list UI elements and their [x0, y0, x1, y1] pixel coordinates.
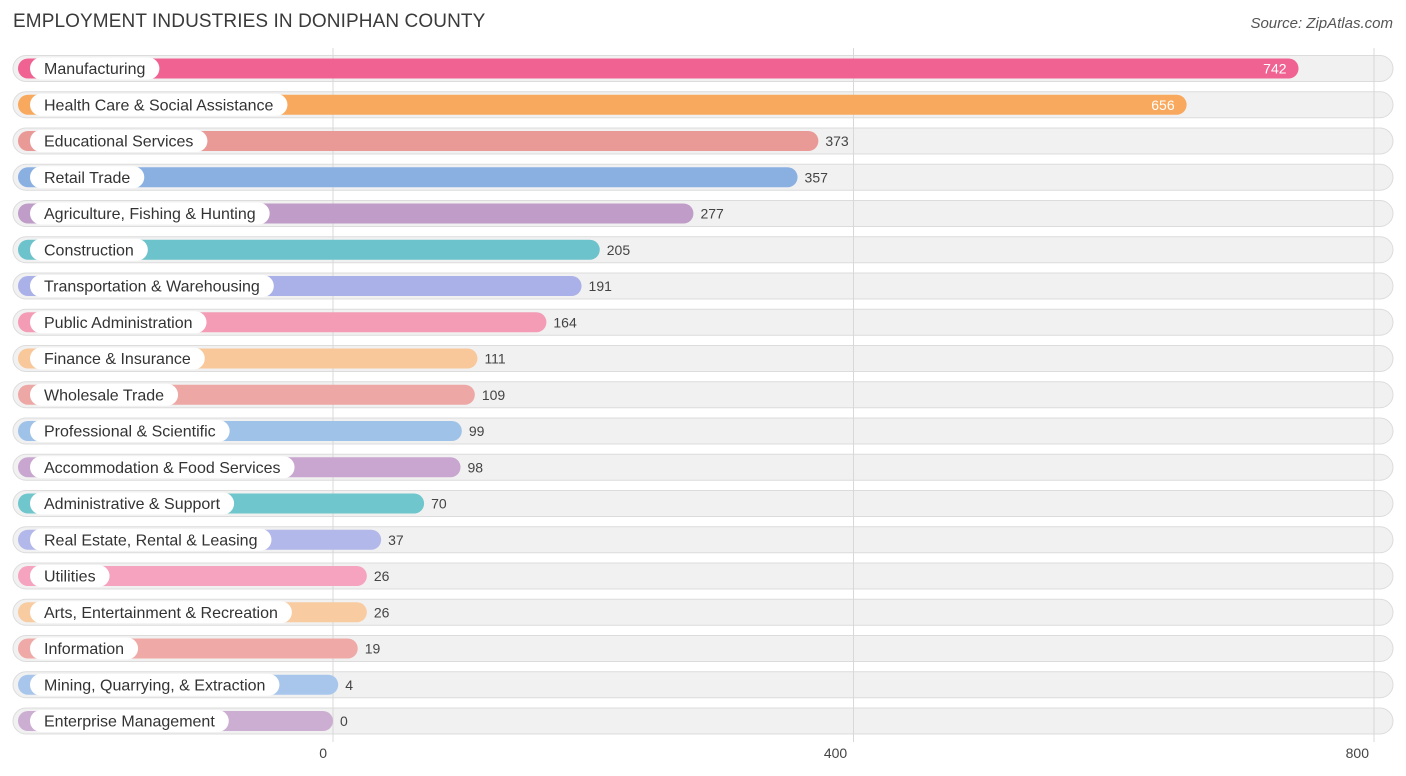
value-label: 205 — [607, 242, 631, 258]
category-label-background — [30, 275, 274, 297]
category-label: Finance & Insurance — [44, 351, 191, 368]
tick-label: 400 — [824, 745, 848, 761]
value-label: 0 — [340, 713, 348, 729]
axis-ticks: 0 400 800 — [319, 745, 1369, 761]
value-label: 99 — [469, 423, 485, 439]
category-label-background — [30, 528, 272, 551]
value-label: 109 — [482, 387, 506, 403]
row-background — [12, 707, 1394, 735]
category-label-background — [30, 673, 280, 696]
category-label-background — [30, 238, 148, 261]
tick-label: 0 — [319, 745, 327, 761]
value-label: 37 — [388, 532, 404, 548]
category-label: Wholesale Trade — [44, 387, 164, 404]
bar-group: Educational Services 373 — [18, 130, 849, 152]
category-label-background — [30, 456, 295, 479]
bar-group: Health Care & Social Assistance 656 — [18, 93, 1187, 116]
category-label: Arts, Entertainment & Recreation — [44, 605, 278, 622]
value-label: 4 — [345, 677, 353, 693]
category-label: Educational Services — [44, 134, 193, 151]
value-label: 357 — [805, 169, 829, 185]
category-label-background — [30, 601, 292, 624]
category-label-background — [30, 130, 208, 152]
bars: Manufacturing 742 Health Care & Social Ass… — [18, 57, 1299, 732]
value-label: 164 — [553, 314, 577, 330]
category-label: Professional & Scientific — [44, 424, 216, 441]
category-label: Accommodation & Food Services — [44, 460, 281, 477]
bar-group: Information 19 — [18, 637, 381, 660]
category-label: Information — [44, 641, 124, 658]
bar-group: Utilities 26 — [18, 565, 390, 587]
category-label: Real Estate, Rental & Leasing — [44, 532, 257, 549]
category-label: Health Care & Social Assistance — [44, 97, 274, 114]
category-label-background — [30, 565, 110, 587]
category-label: Utilities — [44, 569, 96, 586]
category-label-background — [30, 93, 288, 116]
bar — [18, 94, 1187, 115]
category-label: Transportation & Warehousing — [44, 279, 260, 296]
value-label: 26 — [374, 568, 390, 584]
bar-group: Manufacturing 742 — [18, 57, 1299, 80]
category-label-background — [30, 347, 205, 370]
bar-group: Retail Trade 357 — [18, 166, 829, 189]
bar-group: Arts, Entertainment & Recreation 26 — [18, 601, 390, 624]
category-label-background — [30, 383, 179, 406]
bar-group: Finance & Insurance 111 — [18, 347, 506, 370]
category-label-background — [30, 166, 145, 189]
row-background — [12, 671, 1394, 699]
bar-group: Accommodation & Food Services 98 — [18, 456, 484, 479]
value-label: 656 — [1151, 97, 1175, 113]
category-label: Agriculture, Fishing & Hunting — [44, 206, 256, 223]
value-label: 742 — [1263, 61, 1287, 77]
value-label: 26 — [374, 604, 390, 620]
value-label: 373 — [825, 133, 849, 149]
category-label: Retail Trade — [44, 170, 130, 187]
category-label-background — [30, 202, 270, 225]
bar-group: Public Administration 164 — [18, 311, 577, 334]
bar-group: Real Estate, Rental & Leasing 37 — [18, 528, 404, 551]
bar-group: Transportation & Warehousing 191 — [18, 275, 612, 297]
value-label: 191 — [589, 278, 613, 294]
category-label-background — [30, 492, 235, 515]
row-background — [12, 635, 1394, 662]
category-label: Public Administration — [44, 315, 193, 332]
category-label-background — [30, 637, 139, 660]
bar-group: Wholesale Trade 109 — [18, 383, 506, 406]
chart-source: Source: ZipAtlas.com — [1250, 15, 1393, 32]
bar — [18, 239, 600, 260]
value-label: 98 — [468, 459, 484, 475]
chart-title: EMPLOYMENT INDUSTRIES IN DONIPHAN COUNTY — [13, 11, 486, 32]
category-label-background — [30, 420, 230, 442]
category-label: Manufacturing — [44, 61, 145, 78]
bar-group: Administrative & Support 70 — [18, 492, 447, 515]
category-label: Mining, Quarrying, & Extraction — [44, 677, 265, 694]
category-label: Administrative & Support — [44, 496, 221, 513]
bar — [18, 167, 798, 188]
value-label: 111 — [484, 351, 505, 367]
category-label: Enterprise Management — [44, 714, 215, 731]
tick-label: 800 — [1346, 745, 1370, 761]
category-label-background — [30, 57, 160, 80]
bar-group: Mining, Quarrying, & Extraction 4 — [18, 673, 353, 696]
bar-group: Agriculture, Fishing & Hunting 277 — [18, 202, 724, 225]
bar-group: Construction 205 — [18, 238, 631, 261]
category-label-background — [30, 311, 207, 334]
bar — [18, 131, 819, 151]
value-label: 277 — [700, 206, 724, 222]
category-label: Construction — [44, 242, 134, 259]
value-label: 19 — [365, 641, 381, 657]
bar-group: Professional & Scientific 99 — [18, 420, 485, 442]
bar-group: Enterprise Management 0 — [18, 710, 348, 732]
bar — [18, 58, 1299, 79]
category-label-background — [30, 710, 229, 732]
value-label: 70 — [431, 496, 447, 512]
